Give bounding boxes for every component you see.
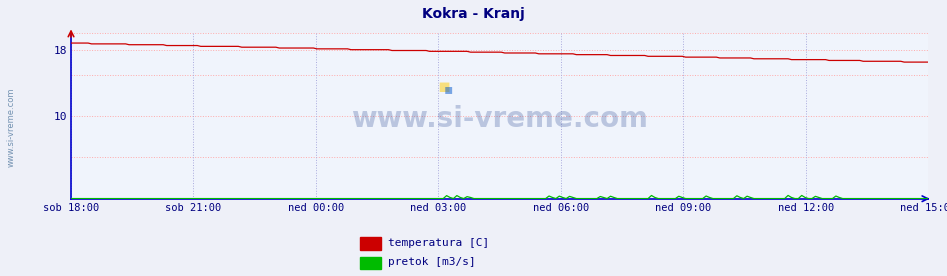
Text: www.si-vreme.com: www.si-vreme.com	[351, 105, 648, 133]
Text: www.si-vreme.com: www.si-vreme.com	[7, 87, 16, 167]
Text: ▪: ▪	[443, 83, 453, 96]
Text: ▪: ▪	[438, 77, 451, 95]
Text: Kokra - Kranj: Kokra - Kranj	[422, 7, 525, 21]
Text: pretok [m3/s]: pretok [m3/s]	[388, 257, 476, 267]
Text: temperatura [C]: temperatura [C]	[388, 238, 490, 248]
